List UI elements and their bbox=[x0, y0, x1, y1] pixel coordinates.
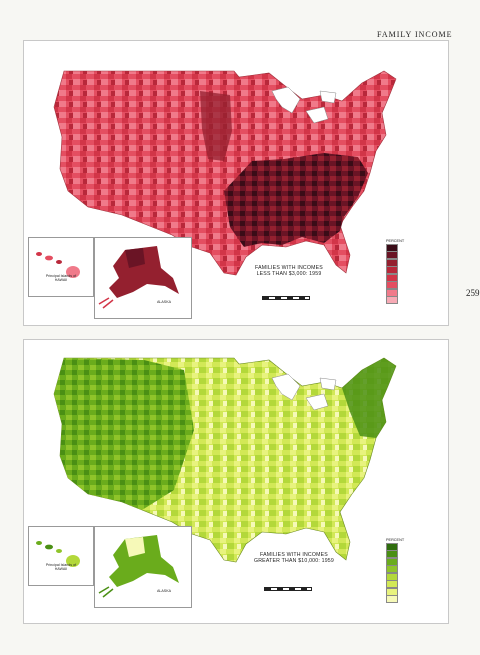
map-title-line2: GREATER THAN $10,000: 1959 bbox=[254, 558, 334, 564]
legend-title: PERCENT bbox=[386, 538, 405, 542]
southeast-dark-region bbox=[224, 153, 368, 247]
map-title-line2: LESS THAN $3,000: 1959 bbox=[256, 271, 322, 277]
page-number: 259 bbox=[466, 288, 480, 298]
scale-bar-graphic bbox=[262, 296, 310, 300]
scale-bar-graphic bbox=[264, 587, 312, 591]
hawaii-inset-box: Principal Islands of HAWAII bbox=[28, 526, 94, 586]
plains-dark-region bbox=[200, 91, 232, 161]
hawaii-label-line2: HAWAII bbox=[54, 567, 68, 571]
map-title-low-income: FAMILIES WITH INCOMES LESS THAN $3,000: … bbox=[224, 265, 354, 277]
hawaii-islands bbox=[36, 252, 80, 278]
us-map-high-income bbox=[53, 357, 436, 618]
alaska-inset-label: ALASKA bbox=[157, 589, 171, 593]
legend-title: PERCENT bbox=[386, 239, 405, 243]
hawaii-label-line1: Principal Islands of bbox=[45, 274, 77, 278]
map-title-line1: FAMILIES WITH INCOMES bbox=[255, 265, 323, 271]
great-lakes bbox=[271, 86, 337, 124]
hawaii-label-line2: HAWAII bbox=[54, 278, 68, 282]
hawaii-label-line1: Principal Islands of bbox=[45, 563, 77, 567]
alaska-landmass bbox=[98, 246, 179, 309]
map-title-high-income: FAMILIES WITH INCOMES GREATER THAN $10,0… bbox=[224, 552, 364, 564]
legend-swatch bbox=[386, 296, 398, 305]
hawaii-inset-label: Principal Islands of HAWAII bbox=[29, 563, 93, 571]
hawaii-inset-box: Principal Islands of HAWAII bbox=[28, 237, 94, 297]
alaska-inset-box: ALASKA bbox=[94, 237, 192, 319]
map-title-line1: FAMILIES WITH INCOMES bbox=[260, 552, 328, 558]
scale-bar-top bbox=[262, 295, 310, 300]
hawaii-islands bbox=[36, 541, 80, 567]
legend-row bbox=[386, 296, 404, 305]
west-dark-region bbox=[54, 358, 194, 510]
us-map-low-income bbox=[53, 70, 436, 319]
hawaii-inset-label: Principal Islands of HAWAII bbox=[29, 274, 93, 282]
alaska-inset-label: ALASKA bbox=[157, 300, 171, 304]
page-header-title: FAMILY INCOME bbox=[377, 30, 453, 39]
legend-row bbox=[386, 595, 404, 604]
legend-swatch bbox=[386, 595, 398, 604]
great-lakes bbox=[271, 373, 337, 411]
legend-low-income: PERCENT bbox=[386, 239, 405, 305]
alaska-inset-box: ALASKA bbox=[94, 526, 192, 608]
map-panel-low-income: Principal Islands of HAWAII ALASKA FAMIL… bbox=[23, 40, 449, 326]
alaska-landmass bbox=[98, 535, 179, 598]
legend-high-income: PERCENT bbox=[386, 538, 405, 604]
scale-bar-bottom bbox=[264, 586, 312, 591]
northeast-dark-region bbox=[342, 358, 396, 438]
map-panel-high-income: Principal Islands of HAWAII ALASKA FAMIL… bbox=[23, 339, 449, 624]
